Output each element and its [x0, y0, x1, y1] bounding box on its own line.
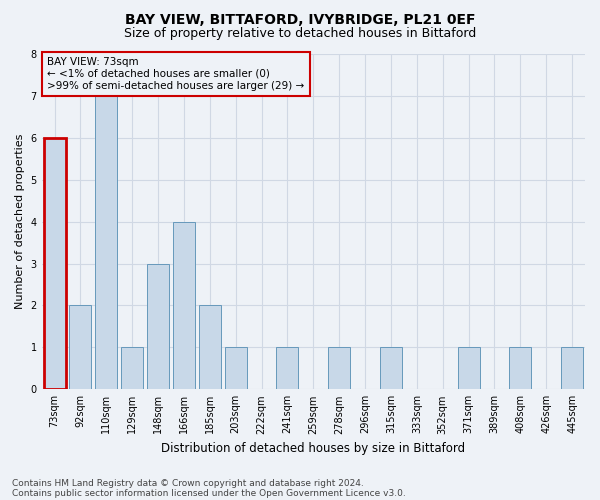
Bar: [70, 306, 91, 390]
Text: Size of property relative to detached houses in Bittaford: Size of property relative to detached ho…: [124, 28, 476, 40]
Bar: [509, 348, 532, 390]
Bar: [44, 138, 65, 390]
Text: BAY VIEW: 73sqm
← <1% of detached houses are smaller (0)
>99% of semi-detached h: BAY VIEW: 73sqm ← <1% of detached houses…: [47, 58, 304, 90]
Bar: [199, 306, 221, 390]
Text: Contains HM Land Registry data © Crown copyright and database right 2024.: Contains HM Land Registry data © Crown c…: [12, 478, 364, 488]
Bar: [277, 348, 298, 390]
Text: Contains public sector information licensed under the Open Government Licence v3: Contains public sector information licen…: [12, 488, 406, 498]
Text: BAY VIEW, BITTAFORD, IVYBRIDGE, PL21 0EF: BAY VIEW, BITTAFORD, IVYBRIDGE, PL21 0EF: [125, 12, 475, 26]
X-axis label: Distribution of detached houses by size in Bittaford: Distribution of detached houses by size …: [161, 442, 466, 455]
Bar: [225, 348, 247, 390]
Bar: [121, 348, 143, 390]
Bar: [173, 222, 195, 390]
Bar: [561, 348, 583, 390]
Y-axis label: Number of detached properties: Number of detached properties: [15, 134, 25, 310]
Bar: [147, 264, 169, 390]
Bar: [380, 348, 402, 390]
Bar: [95, 96, 118, 390]
Bar: [458, 348, 479, 390]
Bar: [328, 348, 350, 390]
